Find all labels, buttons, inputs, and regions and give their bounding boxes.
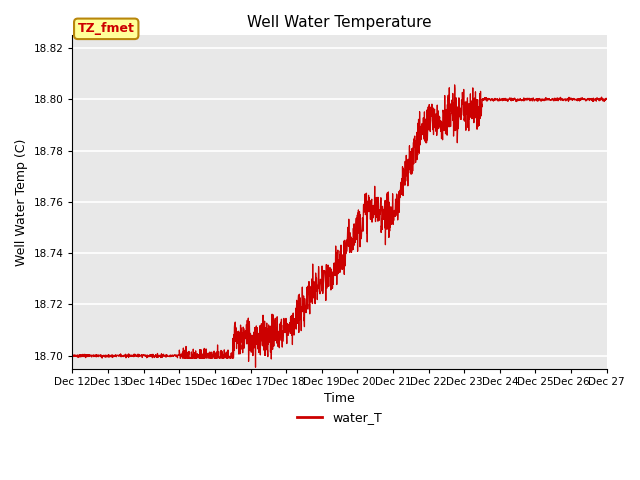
Title: Well Water Temperature: Well Water Temperature (247, 15, 432, 30)
water_T (96, 353, 104, 359)
water_T (68, 354, 76, 360)
Legend: water_T: water_T (292, 406, 387, 429)
water_T (588, 96, 596, 101)
X-axis label: Time: Time (324, 393, 355, 406)
water_T (252, 364, 259, 370)
water_T (588, 97, 595, 103)
Y-axis label: Well Water Temp (C): Well Water Temp (C) (15, 138, 28, 265)
water_T (451, 82, 458, 88)
water_T (490, 97, 497, 103)
water_T (329, 286, 337, 291)
Text: TZ_fmet: TZ_fmet (78, 23, 134, 36)
water_T (603, 96, 611, 102)
water_T (314, 275, 322, 281)
Line: water_T: water_T (72, 85, 607, 367)
